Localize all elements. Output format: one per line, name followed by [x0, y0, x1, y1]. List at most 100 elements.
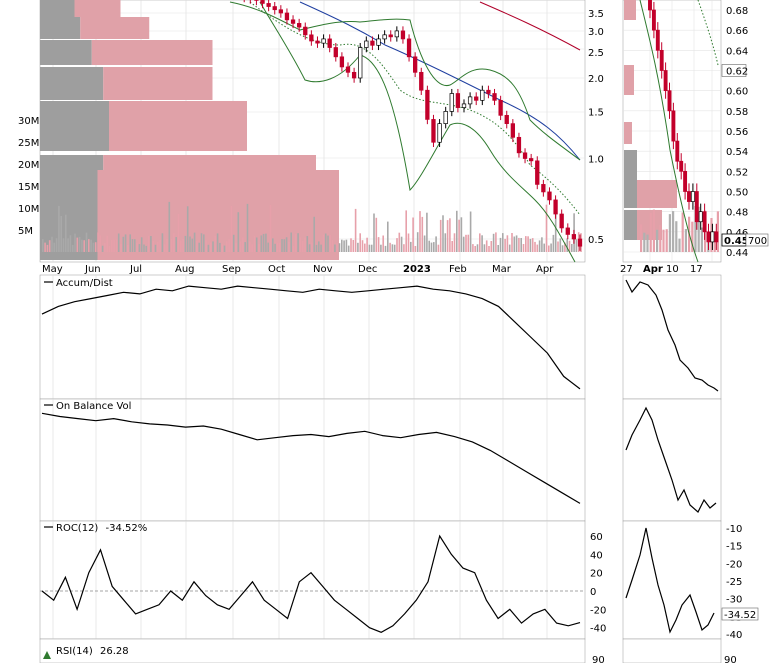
inset-price-tick-label: 0.54 [726, 147, 748, 158]
candle-body [467, 96, 473, 105]
candle-body [284, 12, 290, 21]
volume-bar [476, 244, 479, 252]
volume-bar [568, 240, 571, 252]
candle-body [498, 99, 503, 116]
volume-bar [536, 244, 539, 252]
obv-line [41, 412, 581, 504]
candle-body [571, 234, 577, 240]
inset-candle-body [675, 140, 680, 162]
inset-sma-dotted [697, 0, 719, 66]
inset-volume-bar [662, 229, 665, 252]
volume-bar [81, 239, 83, 252]
volume-bar [313, 216, 315, 252]
x-tick-label: Jun [84, 264, 101, 275]
volume-bar [60, 216, 62, 252]
inset-price-tick-label: 0.44 [726, 248, 748, 259]
candle-body [522, 152, 528, 159]
volume-bar [189, 236, 191, 252]
volume-bar [366, 237, 368, 252]
inset-volume-bar [643, 232, 646, 252]
x-tick-label: Dec [358, 264, 377, 275]
inset-volume-bar [668, 214, 671, 252]
volume-bar [301, 240, 304, 252]
volume-bar [320, 244, 322, 252]
volume-bar [230, 205, 233, 252]
x-tick-label: May [42, 264, 63, 275]
candle-body [297, 23, 302, 28]
inset-last-price-label: 700 [748, 236, 767, 247]
volume-bar [288, 241, 290, 252]
candle-body [577, 238, 583, 247]
price-tick-label: 2.0 [588, 74, 604, 85]
volume-bar [416, 232, 419, 252]
inset-obv-line [625, 406, 717, 513]
inset-volume-bar [694, 206, 697, 252]
volume-bar [541, 237, 543, 252]
volume-bar [329, 235, 332, 252]
volume-bar [262, 233, 265, 252]
volume-bar [108, 245, 111, 252]
volume-bar [490, 241, 493, 252]
volume-bar [428, 240, 430, 252]
volume-bar [198, 242, 200, 252]
vp-down-bar [103, 67, 213, 100]
volume-bar [384, 245, 387, 252]
volume-bar [499, 237, 502, 252]
volume-y-axis: 30M 25M 20M 15M 10M 5M [18, 116, 39, 237]
inset-price-tick-label: 0.62 [726, 67, 748, 78]
volume-bar [111, 239, 113, 252]
inset-candle-body [694, 191, 699, 223]
sma-20-dotted [249, 1, 581, 216]
x-tick-label: Oct [268, 264, 285, 275]
volume-bar [117, 233, 120, 252]
inset-vp-bar [624, 150, 637, 180]
candle-body [535, 160, 540, 185]
volume-bar [575, 239, 578, 252]
volume-bar [177, 213, 180, 252]
volume-bar [106, 235, 108, 252]
volume-bar [421, 216, 424, 252]
volume-bar [419, 211, 421, 252]
volume-bar [458, 219, 460, 252]
volume-bar [129, 234, 131, 252]
inset-price-tick-label: 0.64 [726, 46, 748, 57]
inset-price-tick-label: 0.66 [726, 26, 748, 37]
volume-bar [168, 201, 171, 252]
price-tick-label: 0.5 [588, 235, 604, 246]
volume-bar [42, 239, 44, 252]
candle-body [413, 56, 418, 73]
volume-bar [180, 240, 182, 252]
volume-bar [529, 238, 532, 252]
volume-bar [122, 236, 125, 252]
volume-bar [502, 233, 504, 252]
volume-bar [474, 246, 476, 252]
candle-body [461, 103, 467, 108]
candle-body [309, 34, 314, 42]
main-x-axis: May Jun Jul Aug Sep Oct Nov Dec 2023 Feb Mar Apr [42, 264, 554, 275]
volume-bar [207, 244, 210, 252]
candle-body [480, 89, 485, 101]
volume-bar [531, 238, 534, 252]
volume-bar [267, 242, 269, 252]
volume-bar [527, 236, 529, 252]
volume-bar [439, 219, 442, 252]
volume-bar [515, 235, 518, 252]
volume-bar [251, 244, 253, 252]
volume-bar [281, 239, 283, 252]
candle-body [382, 34, 387, 40]
candle-body [303, 26, 308, 36]
inset-x-axis: 27 Apr 10 17 [620, 264, 703, 275]
roc-tick-label: -40 [590, 624, 606, 635]
volume-bar [175, 237, 177, 252]
volume-tick-label: 5M [18, 226, 33, 237]
inset-volume-bar [656, 229, 659, 252]
sma-50-line [299, 1, 581, 161]
inset-roc-tick-label: -20 [726, 559, 742, 570]
inset-roc-tick-label: -40 [726, 630, 742, 641]
volume-bar [276, 242, 279, 252]
volume-bar [150, 236, 152, 252]
price-candles [243, 0, 583, 251]
roc-tick-label: 40 [590, 550, 603, 561]
volume-bar [205, 240, 207, 252]
volume-bar [145, 245, 148, 252]
